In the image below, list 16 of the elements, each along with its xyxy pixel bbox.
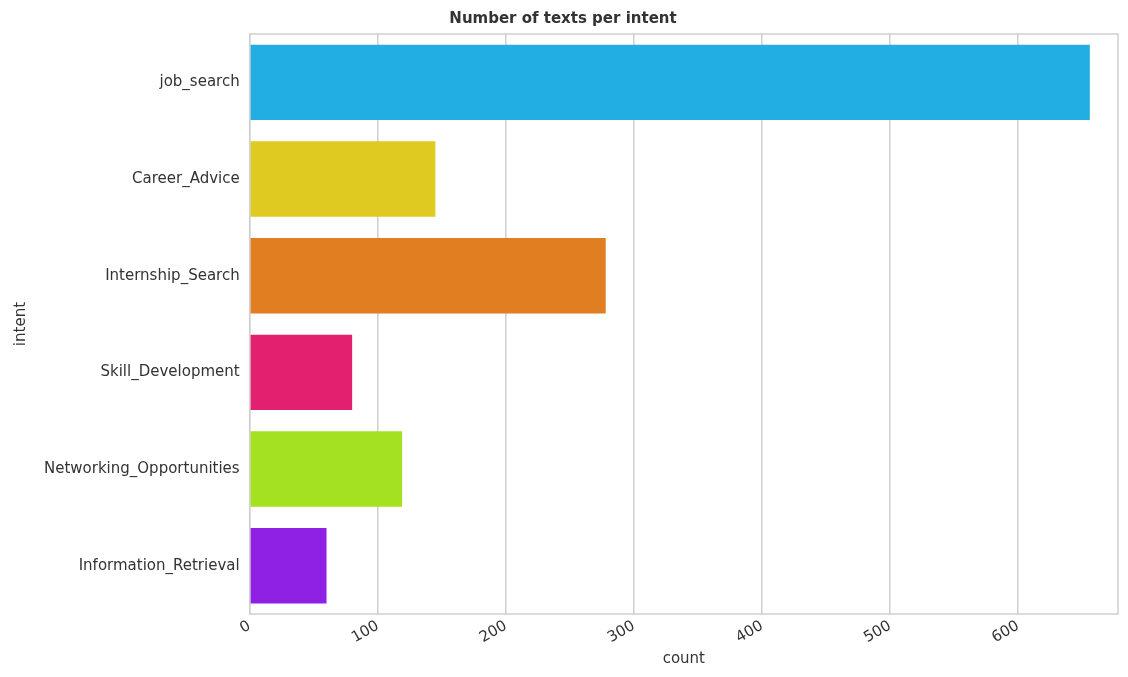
- y-tick-label: Internship_Search: [105, 265, 240, 285]
- x-tick-label: 600: [988, 616, 1023, 647]
- y-tick-label: Career_Advice: [132, 168, 240, 188]
- x-tick-label: 100: [347, 616, 382, 647]
- x-axis-title: count: [662, 648, 706, 667]
- x-tick-label: 500: [860, 616, 894, 647]
- y-tick-label: Skill_Development: [100, 362, 240, 382]
- x-tick-label: 300: [604, 616, 638, 647]
- x-tick-label: 200: [475, 616, 510, 647]
- y-axis-title: intent: [10, 301, 29, 347]
- y-tick-label: Information_Retrieval: [78, 555, 240, 575]
- chart-title: Number of texts per intent: [449, 8, 677, 27]
- y-tick-label: Networking_Opportunities: [43, 458, 240, 478]
- x-tick-label: 0: [236, 616, 254, 637]
- x-tick-label: 400: [732, 616, 766, 647]
- y-tick-label: job_search: [158, 72, 240, 92]
